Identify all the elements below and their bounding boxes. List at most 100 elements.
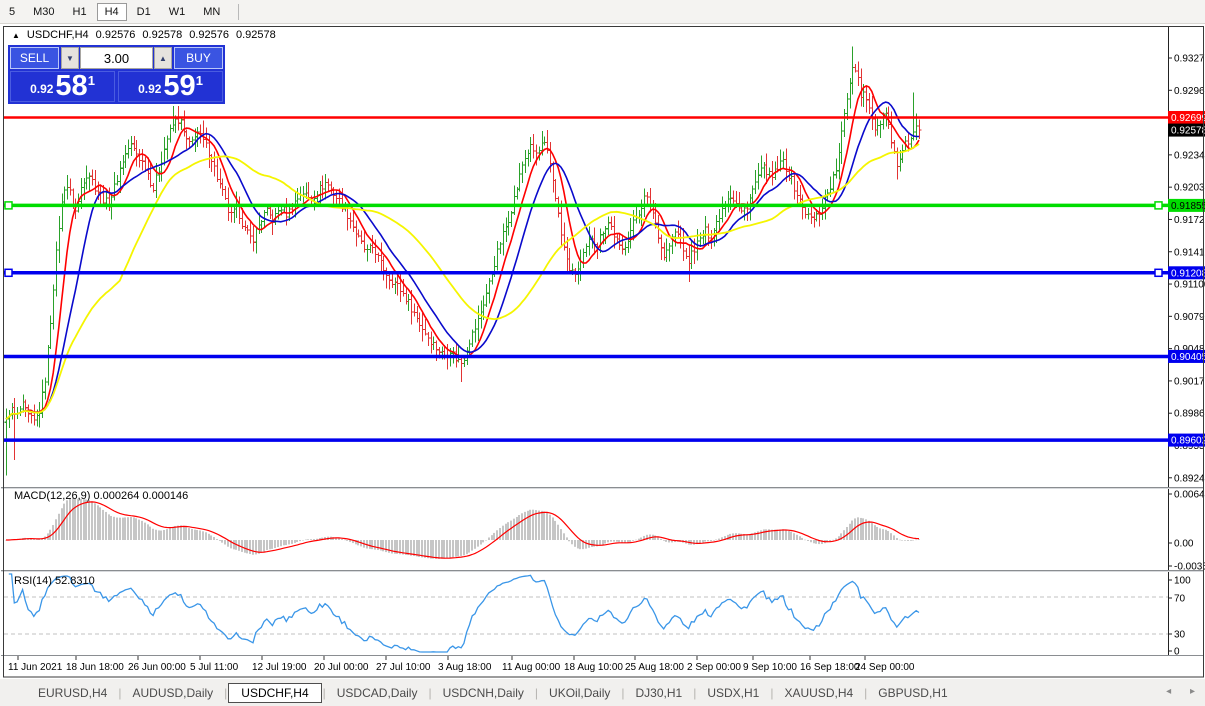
timeframe-5[interactable]: 5	[1, 3, 23, 21]
macd-histogram-bar	[663, 540, 665, 541]
one-click-trading-panel: SELL ▼ 3.00 ▲ BUY 0.92 58 1 0.92 59 1	[8, 45, 225, 104]
macd-histogram-bar	[793, 533, 795, 540]
macd-histogram-bar	[582, 540, 584, 550]
hline-price-label-bg	[1168, 349, 1205, 363]
timeframe-h4[interactable]: H4	[96, 2, 127, 21]
tab-separator: |	[693, 685, 697, 700]
tab-ukoil-daily[interactable]: UKOil,Daily	[549, 685, 611, 700]
ma-slow-yellow	[5, 143, 920, 420]
buy-price-quote[interactable]: 0.92 59 1	[118, 71, 223, 102]
timeframe-m30[interactable]: M30	[25, 3, 62, 21]
macd-histogram-bar	[163, 530, 165, 540]
macd-histogram-bar	[771, 529, 773, 540]
macd-histogram-bar	[846, 527, 848, 540]
macd-histogram-bar	[307, 539, 309, 540]
macd-histogram-bar	[491, 535, 493, 540]
macd-histogram-bar	[194, 529, 196, 540]
buy-button[interactable]: BUY	[174, 47, 223, 69]
rsi-axis-label: 70	[1174, 594, 1186, 605]
macd-histogram-bar	[907, 540, 909, 541]
tab-usdcad-daily[interactable]: USDCAD,Daily	[336, 685, 418, 700]
rsi-pane	[4, 573, 1168, 653]
sell-button[interactable]: SELL	[10, 47, 59, 69]
macd-histogram-bar	[443, 540, 445, 559]
hline-price-label: 0.91208	[1171, 268, 1205, 279]
macd-histogram-bar	[280, 540, 282, 547]
tab-usdcnh-daily[interactable]: USDCNH,Daily	[442, 685, 524, 700]
macd-histogram-bar	[729, 533, 731, 540]
macd-histogram-bar	[835, 538, 837, 540]
macd-histogram-bar	[277, 540, 279, 548]
tab-eurusd-h4[interactable]: EURUSD,H4	[38, 685, 108, 700]
macd-histogram-bar	[613, 540, 615, 542]
macd-histogram-bar	[155, 529, 157, 540]
hline-price-label-bg	[1168, 433, 1205, 447]
macd-histogram-bar	[260, 540, 262, 553]
volume-stepper: ▼ 3.00 ▲	[61, 47, 172, 69]
macd-histogram-bar	[321, 537, 323, 540]
tab-scroll-right-icon[interactable]: ▸	[1189, 686, 1195, 697]
time-tick-label: 25 Aug 18:00	[625, 662, 684, 673]
macd-histogram-bar	[310, 539, 312, 540]
tab-xauusd-h4[interactable]: XAUUSD,H4	[784, 685, 854, 700]
macd-histogram-bar	[160, 530, 162, 540]
macd-histogram-bar	[405, 540, 407, 555]
hline-handle[interactable]	[4, 201, 13, 210]
macd-histogram-bar	[133, 517, 135, 540]
macd-histogram-bar	[571, 540, 573, 545]
macd-histogram-bar	[380, 540, 382, 551]
timeframe-d1[interactable]: D1	[129, 3, 159, 21]
macd-histogram-bar	[305, 539, 307, 541]
macd-histogram-bar	[838, 536, 840, 540]
time-tick-label: 3 Aug 18:00	[438, 662, 492, 673]
tab-usdchf-h4[interactable]: USDCHF,H4	[228, 682, 322, 703]
timeframe-h1[interactable]: H1	[65, 3, 95, 21]
hline-handle[interactable]	[4, 268, 13, 278]
macd-histogram-bar	[563, 533, 565, 540]
tab-audusd-daily[interactable]: AUDUSD,Daily	[132, 685, 214, 700]
macd-histogram-bar	[457, 540, 459, 557]
macd-histogram-bar	[38, 539, 40, 540]
volume-increase-icon[interactable]: ▲	[154, 47, 172, 69]
macd-histogram-bar	[640, 537, 642, 540]
hline-handle[interactable]	[1154, 268, 1163, 278]
macd-histogram-bar	[122, 517, 124, 540]
macd-histogram-bar	[288, 540, 290, 545]
macd-histogram-bar	[33, 538, 35, 540]
macd-histogram-bar	[446, 540, 448, 559]
macd-histogram-bar	[593, 540, 595, 547]
volume-input[interactable]: 3.00	[80, 47, 153, 69]
macd-histogram-bar	[382, 540, 384, 552]
macd-histogram-bar	[391, 540, 393, 554]
volume-decrease-icon[interactable]: ▼	[61, 47, 79, 69]
macd-histogram-bar	[213, 537, 215, 540]
macd-histogram-bar	[227, 540, 229, 547]
macd-histogram-bar	[871, 522, 873, 540]
macd-histogram-bar	[394, 540, 396, 554]
tab-usdx-h1[interactable]: USDX,H1	[707, 685, 760, 700]
macd-histogram-bar	[654, 535, 656, 540]
macd-histogram-bar	[435, 540, 437, 559]
macd-histogram-bar	[876, 526, 878, 540]
moving-averages	[5, 85, 920, 420]
hline-price-label: 0.89602	[1171, 436, 1205, 447]
macd-histogram-bar	[55, 519, 57, 540]
hline-handle[interactable]	[1154, 201, 1163, 210]
timeframe-mn[interactable]: MN	[195, 3, 228, 21]
timeframe-w1[interactable]: W1	[161, 3, 194, 21]
macd-histogram-bar	[857, 517, 859, 540]
macd-histogram-bar	[549, 514, 551, 540]
macd-histogram-bar	[646, 534, 648, 540]
macd-histogram-bar	[596, 540, 598, 547]
tab-dj30-h1[interactable]: DJ30,H1	[635, 685, 683, 700]
tab-gbpusd-h1[interactable]: GBPUSD,H1	[878, 685, 948, 700]
macd-histogram-bar	[335, 537, 337, 540]
macd-histogram-bar	[88, 500, 90, 540]
time-tick-label: 26 Jun 00:00	[128, 662, 186, 673]
macd-histogram-bar	[868, 520, 870, 540]
tab-scroll-left-icon[interactable]: ◂	[1166, 686, 1172, 697]
sell-price-quote[interactable]: 0.92 58 1	[10, 71, 115, 102]
macd-histogram-bar	[843, 530, 845, 540]
macd-histogram-bar	[524, 511, 526, 540]
